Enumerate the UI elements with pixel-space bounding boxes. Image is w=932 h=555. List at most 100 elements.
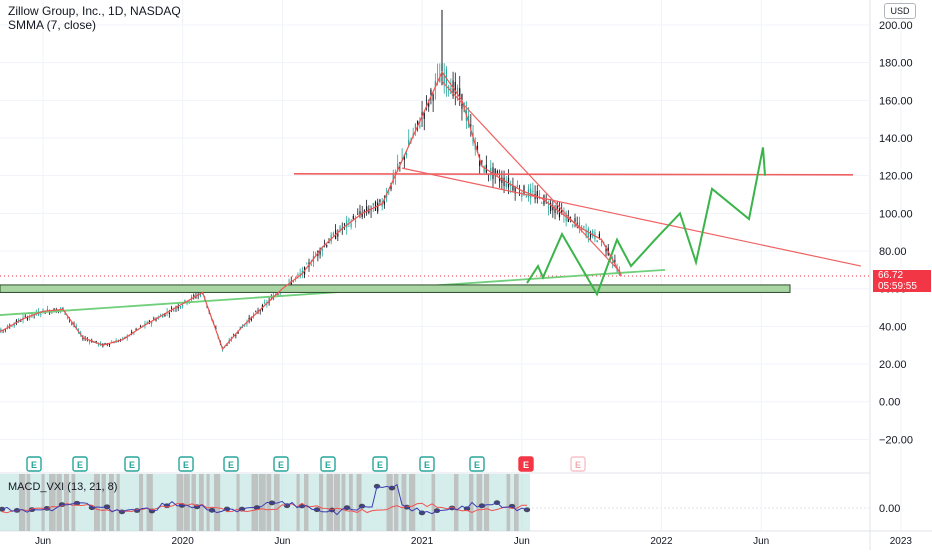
- macd-legend[interactable]: MACD_VXI (13, 21, 8): [8, 481, 118, 493]
- candle-body: [383, 201, 385, 205]
- macd-gray-bar: [251, 474, 259, 531]
- macd-gray-bars: [19, 474, 519, 531]
- candle-body: [184, 299, 186, 303]
- macd-gray-bar: [146, 474, 153, 531]
- candle-body: [525, 196, 527, 198]
- candle-body: [259, 310, 261, 312]
- candle-body: [151, 322, 153, 324]
- smma-layer: [0, 70, 623, 351]
- earnings-badge: [320, 456, 336, 472]
- earnings-marker: E: [273, 456, 289, 472]
- candle-body: [401, 157, 403, 159]
- earnings-marker: E: [570, 456, 586, 472]
- candle-body: [572, 224, 574, 226]
- candle-body: [113, 342, 115, 344]
- earnings-marker: E: [469, 456, 485, 472]
- earnings-marker: E: [419, 456, 435, 472]
- candle-body: [131, 331, 133, 334]
- macd-gray-bar: [431, 474, 436, 531]
- candle-body: [423, 112, 425, 119]
- candle-body: [363, 209, 366, 212]
- candle-body: [445, 69, 448, 85]
- candle-body: [346, 220, 348, 228]
- support-zone: [0, 284, 791, 293]
- candle-body: [264, 302, 266, 304]
- macd-gray-bar: [139, 474, 144, 531]
- earnings-marker: E: [372, 456, 388, 472]
- candle-body: [292, 280, 295, 283]
- macd-gray-bar: [484, 474, 490, 531]
- earnings-badge: [469, 456, 485, 472]
- candle-body: [419, 125, 421, 128]
- candle-body: [195, 296, 197, 298]
- macd-gray-bar: [214, 474, 221, 531]
- candle-body: [523, 185, 525, 195]
- countdown-tag: 05:59:55: [873, 281, 931, 292]
- macd-gray-bar: [259, 474, 266, 531]
- candle-body: [436, 74, 439, 76]
- price-tick-label: 100.00: [879, 208, 913, 220]
- candle-body: [390, 183, 392, 190]
- candle-body: [481, 160, 483, 163]
- time-tick-label: Jun: [753, 536, 769, 547]
- time-tick-label: 2020: [172, 536, 195, 547]
- candle-body: [405, 153, 408, 155]
- symbol-title[interactable]: Zillow Group, Inc., 1D, NASDAQ: [8, 4, 181, 18]
- earnings-letter: E: [325, 460, 331, 470]
- candle-body: [538, 194, 541, 195]
- candle-body: [589, 232, 592, 238]
- resistance-line: [293, 172, 854, 176]
- candle-body: [162, 315, 164, 318]
- earnings-letter: E: [424, 460, 430, 470]
- candle-body: [348, 218, 350, 222]
- earnings-badge: [72, 456, 88, 472]
- candle-body: [95, 340, 97, 343]
- candle-body: [505, 183, 507, 187]
- macd-gray-bar: [296, 474, 300, 531]
- last-price-tag: 66.72: [873, 270, 931, 281]
- macd-gray-bar: [199, 474, 204, 531]
- macd-line: [1, 483, 528, 516]
- macd-gray-bar: [334, 474, 340, 531]
- price-tick-label: 120.00: [879, 171, 913, 183]
- candle-body: [279, 292, 281, 294]
- candle-body: [372, 203, 374, 206]
- candle-body: [88, 340, 91, 342]
- macd-gray-bar: [116, 474, 120, 531]
- earnings-badge: [223, 456, 239, 472]
- macd-gray-bar: [326, 474, 334, 531]
- earnings-marker: E: [26, 456, 42, 472]
- candle-body: [299, 273, 301, 275]
- drawings: [0, 81, 862, 316]
- candle-body: [569, 216, 572, 218]
- time-tick-label: 2021: [411, 536, 434, 547]
- candle-body: [616, 268, 618, 272]
- candle-body: [439, 76, 441, 83]
- candle-body: [587, 228, 589, 238]
- candle-body: [574, 218, 576, 222]
- candle-body: [366, 206, 368, 213]
- candle-body: [425, 99, 428, 101]
- candle-body: [46, 309, 49, 311]
- currency-badge[interactable]: USD: [884, 3, 916, 19]
- candle-body: [503, 177, 505, 186]
- macd-gray-bar: [176, 474, 184, 531]
- price-tick-label: 80.00: [879, 246, 907, 258]
- projection-path: [526, 147, 766, 297]
- indicator-title[interactable]: SMMA (7, close): [8, 18, 97, 32]
- macd-scale-label: 0.00: [879, 503, 900, 515]
- candle-body: [354, 220, 357, 223]
- candle-body: [601, 240, 603, 243]
- candle-body: [403, 155, 405, 160]
- earnings-badge: [273, 456, 289, 472]
- candle-body: [301, 270, 303, 275]
- macd-gray-bar: [514, 474, 519, 531]
- earnings-marker: E: [223, 456, 239, 472]
- candle-body: [388, 192, 390, 194]
- candle-body: [361, 212, 363, 217]
- candle-body: [321, 249, 323, 251]
- candle-body: [295, 277, 297, 279]
- earnings-badge: [518, 456, 534, 472]
- candle-body: [496, 170, 499, 174]
